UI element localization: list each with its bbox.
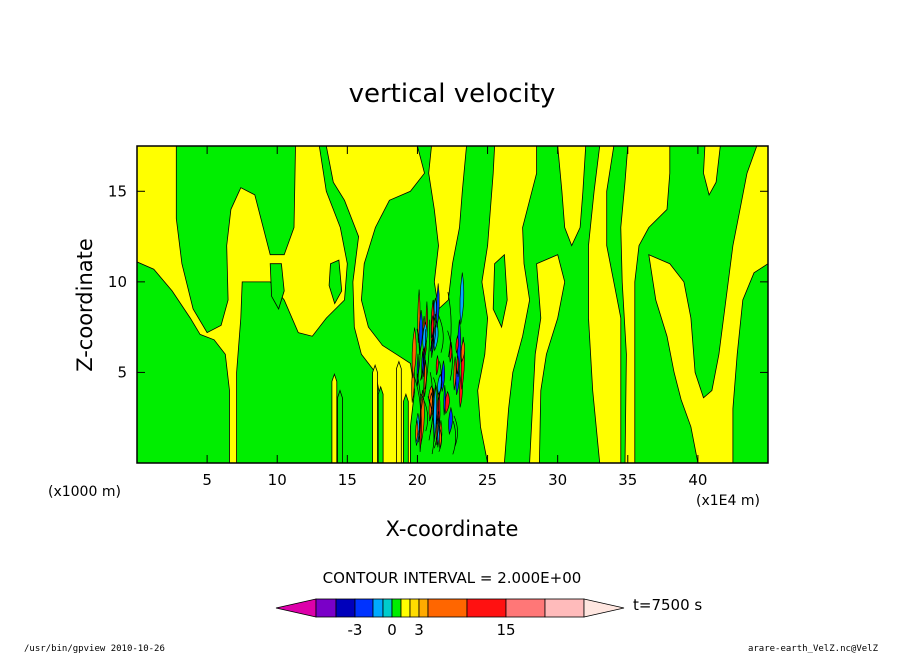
region-negative-patch-2 [328, 259, 343, 305]
core-contour-16 [447, 291, 452, 358]
core-contour-5 [424, 319, 430, 390]
colorbar-segment-12 [544, 598, 585, 618]
x-tick-label-3: 20 [408, 471, 427, 489]
colorbar-segment-8 [418, 598, 429, 618]
colorbar-segment-3 [372, 598, 384, 618]
core-contour-2 [427, 396, 435, 455]
core-contour-19 [429, 299, 435, 352]
core-contour-10 [447, 330, 453, 381]
core-streak-0 [435, 355, 439, 375]
core-contour-3 [452, 420, 457, 455]
colorbar-segment-1 [335, 598, 356, 618]
core-contour-18 [420, 393, 429, 432]
x-tick-label-4: 25 [478, 471, 497, 489]
x-axis-ticks: 5 10 15 20 25 30 35 40 [202, 146, 707, 489]
core-streak-38 [455, 334, 459, 354]
region-positive-right-column [588, 146, 622, 463]
chart-title: vertical velocity [349, 79, 556, 109]
y-tick-label-1: 10 [108, 273, 127, 291]
region-column-2 [372, 363, 378, 463]
x-tick-label-5: 30 [548, 471, 567, 489]
colorbar-segment-0 [315, 598, 337, 618]
y-axis-label: Z-coordinate [73, 238, 97, 372]
colorbar-tick-labels: -3 0 3 15 [348, 621, 516, 639]
core-streak-29 [443, 385, 446, 416]
core-contour-17 [434, 411, 440, 449]
core-contour-21 [433, 377, 439, 425]
core-contour-1 [453, 415, 458, 447]
region-positive-far-right [620, 146, 671, 463]
core-streak-44 [456, 355, 459, 374]
core-contour-9 [428, 388, 435, 441]
region-positive-right-top [557, 146, 587, 247]
core-contour-8 [438, 315, 444, 353]
plot-frame [136, 145, 769, 464]
x-scale-note: (x1E4 m) [696, 493, 760, 509]
colorbar-segment-9 [427, 598, 468, 618]
core-streak-39 [460, 339, 466, 363]
field-regions [137, 146, 768, 463]
core-contour-20 [438, 425, 442, 452]
core-streak-30 [415, 420, 419, 443]
colorbar-segment-7 [409, 598, 420, 618]
colorbar [275, 598, 625, 618]
footer-left: /usr/bin/gpview 2010-10-26 [24, 644, 165, 654]
region-positive-mid-band [428, 146, 467, 310]
core-contour-6 [431, 314, 437, 355]
x-unit-label: (x1000 m) [48, 484, 121, 500]
region-positive-right-edge [648, 146, 768, 463]
colorbar-tick-label-0: -3 [348, 621, 363, 639]
region-negative-patch-3 [492, 253, 508, 329]
region-positive-top-right-small [703, 146, 721, 196]
region-positive-left [137, 146, 348, 463]
region-negative-patch-1 [269, 263, 285, 311]
colorbar-segment-5 [391, 598, 402, 618]
x-tick-label-1: 10 [268, 471, 287, 489]
core-streak-33 [436, 283, 440, 328]
time-label: t=7500 s [633, 596, 702, 614]
core-streak-14 [448, 406, 453, 436]
colorbar-segment-4 [382, 598, 393, 618]
x-tick-label-0: 5 [202, 471, 212, 489]
core-streak-27 [416, 353, 419, 387]
colorbar-high-arrow [583, 598, 625, 618]
core-contour-15 [416, 373, 422, 443]
colorbar-segment-6 [400, 598, 411, 618]
core-streak-15 [459, 272, 465, 325]
colorbar-segment-10 [466, 598, 507, 618]
core-contour-0 [416, 328, 421, 378]
region-column-4 [396, 360, 402, 463]
core-contour-7 [414, 377, 421, 435]
y-tick-label-2: 15 [108, 182, 127, 200]
footer-right: arare-earth_VelZ.nc@VelZ [748, 644, 879, 654]
core-contour-12 [429, 372, 433, 422]
region-column-3 [377, 385, 384, 463]
colorbar-segment-11 [505, 598, 546, 618]
region-positive-right-center [477, 146, 537, 463]
core-contour-11 [420, 329, 427, 381]
convective-core [411, 272, 466, 455]
colorbar-low-arrow [275, 598, 317, 618]
x-tick-label-6: 35 [618, 471, 637, 489]
x-tick-label-7: 40 [688, 471, 707, 489]
core-contour-14 [437, 361, 442, 401]
colorbar-segment-2 [354, 598, 374, 618]
region-column-0 [331, 372, 338, 463]
y-axis-ticks: 5 10 15 [108, 182, 768, 381]
colorbar-tick-label-2: 3 [414, 621, 424, 639]
contour-interval-label: CONTOUR INTERVAL = 2.000E+00 [323, 569, 582, 587]
region-column-1 [337, 389, 343, 463]
colorbar-tick-label-1: 0 [387, 621, 397, 639]
x-axis-label: X-coordinate [386, 517, 519, 541]
region-column-5 [403, 392, 409, 463]
colorbar-tick-label-3: 15 [496, 621, 515, 639]
core-streak-23 [411, 327, 417, 379]
x-tick-label-2: 15 [338, 471, 357, 489]
y-tick-label-0: 5 [117, 363, 127, 381]
region-positive-right-finger [529, 254, 566, 463]
plot-area [137, 146, 768, 463]
